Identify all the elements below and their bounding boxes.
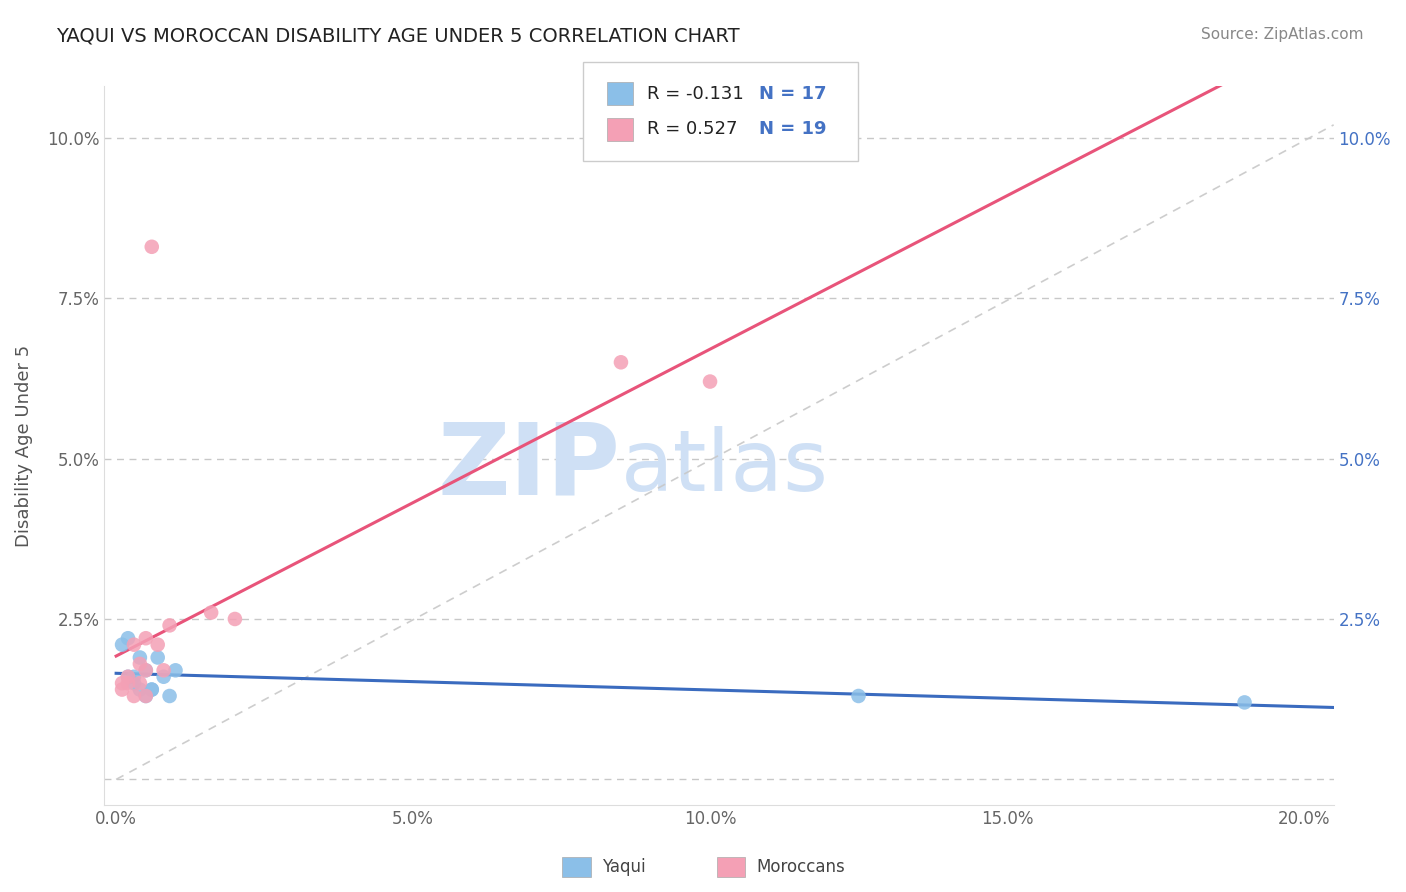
Point [117,670,139,684]
Point [122,689,145,703]
Point [111,676,134,690]
Point [135,663,157,677]
Point [159,689,181,703]
Point [141,240,163,254]
Point [135,663,157,677]
Point [699,375,721,389]
Text: R = 0.527: R = 0.527 [647,120,737,138]
Point [128,682,150,697]
Point [165,663,187,677]
Point [200,606,222,620]
Point [135,632,157,646]
Point [122,638,145,652]
Text: atlas: atlas [620,425,828,508]
Point [152,670,174,684]
Point [141,682,163,697]
Point [146,650,169,665]
Text: Yaqui: Yaqui [602,858,645,876]
Point [159,618,181,632]
Text: Source: ZipAtlas.com: Source: ZipAtlas.com [1201,27,1364,42]
Point [117,670,139,684]
Text: YAQUI VS MOROCCAN DISABILITY AGE UNDER 5 CORRELATION CHART: YAQUI VS MOROCCAN DISABILITY AGE UNDER 5… [56,27,740,45]
Point [135,689,157,703]
Text: N = 17: N = 17 [759,85,827,103]
Y-axis label: Disability Age Under 5: Disability Age Under 5 [15,344,32,547]
Point [152,663,174,677]
Point [848,689,870,703]
Point [610,355,633,369]
Point [111,682,134,697]
Point [128,650,150,665]
Point [128,676,150,690]
Point [1233,695,1256,709]
Point [128,657,150,671]
Point [111,638,134,652]
Text: R = -0.131: R = -0.131 [647,85,744,103]
Text: ZIP: ZIP [437,418,620,516]
Point [122,670,145,684]
Point [224,612,246,626]
Point [122,676,145,690]
Point [141,682,163,697]
Point [117,632,139,646]
Point [117,676,139,690]
Point [146,638,169,652]
Point [135,689,157,703]
Text: Moroccans: Moroccans [756,858,845,876]
Text: N = 19: N = 19 [759,120,827,138]
